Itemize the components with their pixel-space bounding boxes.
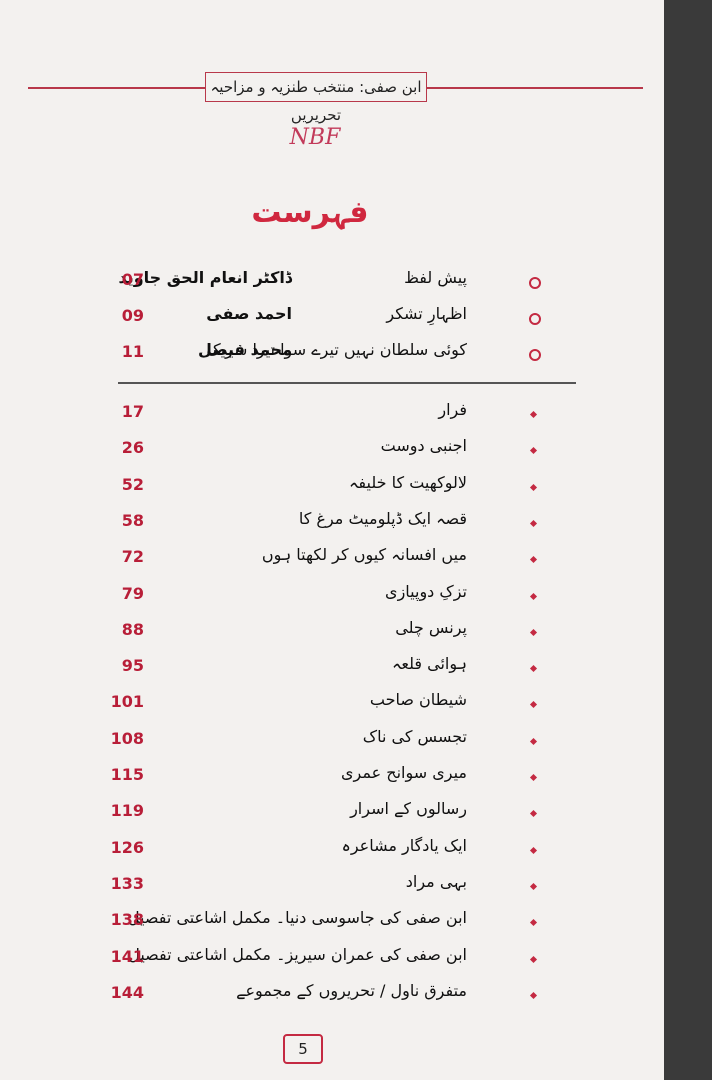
entry-title: اجنبی دوست — [380, 436, 467, 456]
bullet — [529, 628, 538, 636]
bullet — [529, 846, 538, 854]
entry-page: 88 — [121, 619, 144, 639]
entry-title: قصہ ایک ڈپلومیٹ مرغ کا — [298, 508, 467, 528]
bullet — [529, 955, 538, 963]
entry-title: رسالوں کے اسرار — [350, 799, 467, 819]
entry-page: 144 — [110, 982, 144, 1002]
bullet — [529, 737, 538, 745]
entry-page: 108 — [110, 728, 144, 748]
entry-page: 72 — [121, 547, 144, 567]
entry-page: 11 — [121, 342, 144, 361]
bullet — [529, 882, 538, 890]
entry-title: اظہارِ تشکر — [386, 304, 467, 323]
entry-title: ابن صفی کی جاسوسی دنیا۔ مکمل اشاعتی تفصی… — [127, 908, 467, 928]
entry-title: فرار — [438, 400, 467, 419]
bullet — [529, 991, 538, 999]
entry-page: 141 — [110, 946, 144, 966]
separator — [118, 382, 576, 384]
entry-page: 09 — [121, 306, 144, 325]
entry-page: 58 — [121, 510, 144, 530]
entry-page: 26 — [121, 438, 144, 458]
bullet — [529, 701, 538, 709]
entry-title: لالوکھیت کا خلیفہ — [349, 472, 467, 492]
entry-page: 17 — [121, 402, 144, 421]
entry-page: 95 — [121, 656, 144, 676]
footer-page-number: 5 — [283, 1034, 323, 1064]
bullet — [529, 519, 538, 527]
bullet — [529, 277, 541, 289]
bullet — [529, 313, 541, 325]
bullet — [529, 810, 538, 818]
entry-page: 79 — [121, 583, 144, 603]
entry-author: ڈاکٹر انعام الحق جاوید — [118, 268, 292, 287]
bullet — [529, 447, 538, 455]
entry-title: پرنس چلی — [395, 617, 467, 637]
heading: فہرست — [251, 195, 369, 230]
entry-page: 133 — [110, 873, 144, 893]
entry-title: ہوائی قلعہ — [392, 654, 467, 674]
bullet — [529, 665, 538, 673]
bullet — [529, 349, 541, 361]
bullet — [529, 773, 538, 782]
entry-page: 138 — [110, 910, 144, 930]
bullet — [529, 410, 538, 419]
entry-title: شیطان صاحب — [369, 690, 467, 710]
entry-title: تزکِ دوپیازی — [385, 581, 467, 601]
entry-title: میری سوانح عمری — [341, 763, 467, 782]
page: ابن صفی: منتخب طنزیہ و مزاحیہ تحریریں NB… — [0, 0, 664, 1080]
entry-page: 52 — [121, 474, 144, 494]
header-title: ابن صفی: منتخب طنزیہ و مزاحیہ تحریریں — [205, 72, 427, 124]
bullet — [529, 919, 538, 927]
entry-title: تجسس کی ناک — [362, 726, 467, 746]
entry-title: ابن صفی کی عمران سیریز۔ مکمل اشاعتی تفصی… — [128, 944, 467, 964]
entry-page: 115 — [110, 765, 144, 784]
entry-title: میں افسانہ کیوں کر لکھتا ہوں — [261, 545, 467, 565]
entry-title: بہی مراد — [405, 871, 467, 891]
entry-page: 119 — [110, 801, 144, 821]
entry-page: 126 — [110, 837, 144, 857]
bullet — [529, 556, 538, 564]
logo: NBF — [289, 125, 341, 150]
entry-title: کوئی سلطان نہیں تیرے سوا تیرا شریک — [206, 340, 467, 359]
bullet — [529, 483, 538, 491]
entry-author: محمد فیصل — [197, 340, 292, 359]
bullet — [529, 592, 538, 600]
entry-title: پیش لفظ — [404, 268, 467, 287]
entry-page: 07 — [121, 270, 144, 289]
entry-title: متفرق ناول / تحریروں کے مجموعے — [236, 980, 467, 1000]
entry-author: احمد صفی — [206, 304, 292, 323]
entry-page: 101 — [110, 692, 144, 712]
entry-title: ایک یادگار مشاعرہ — [341, 835, 467, 855]
